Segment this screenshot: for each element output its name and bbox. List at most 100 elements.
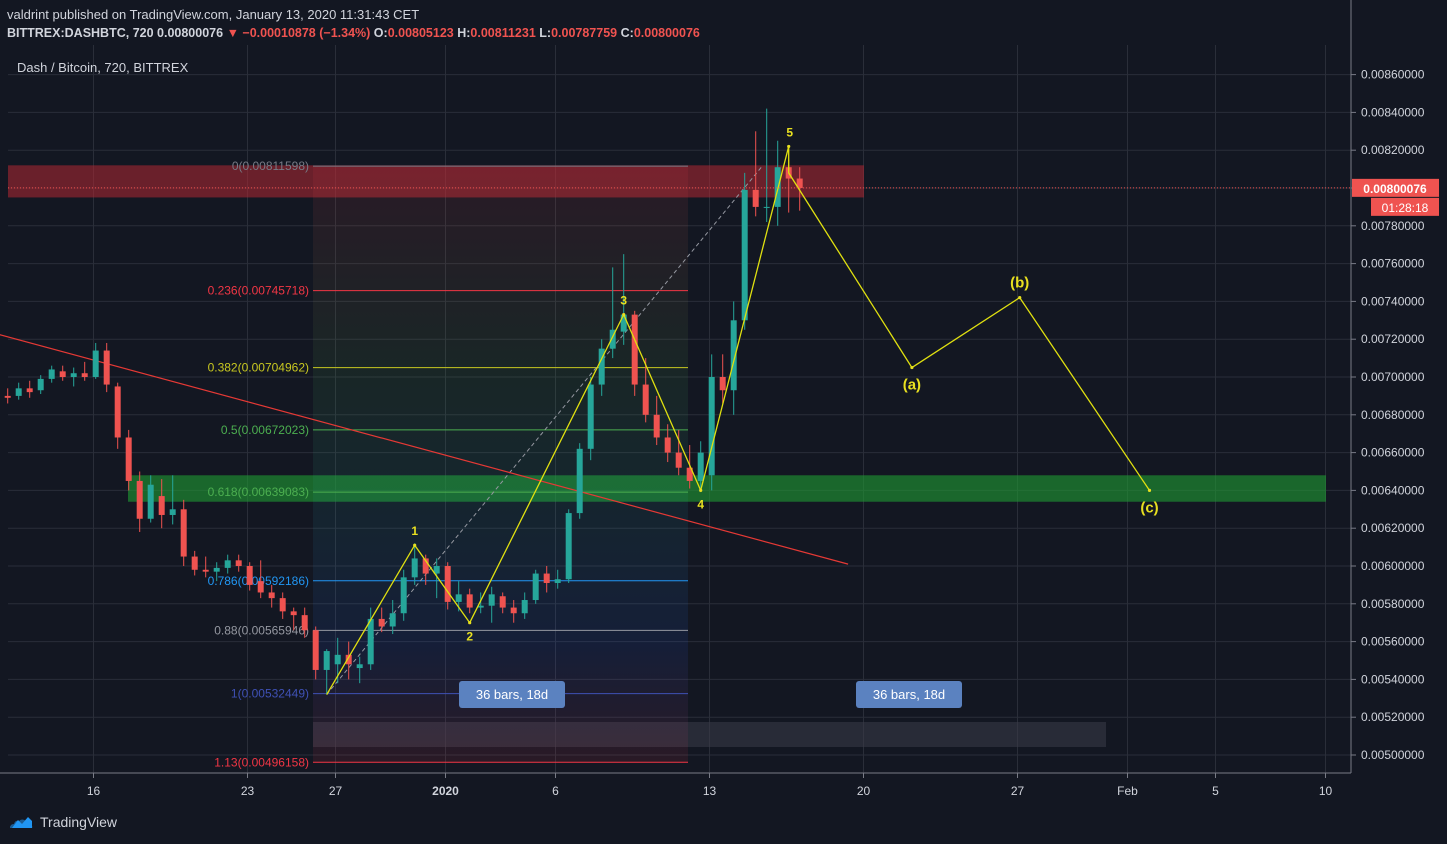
y-tick-label: 0.00680000 <box>1361 408 1425 422</box>
symbol-label[interactable]: BITTREX:DASHBTC, 720 <box>7 26 154 40</box>
y-tick-label: 0.00820000 <box>1361 143 1425 157</box>
wave-label: (b) <box>1010 275 1029 292</box>
candle-body <box>59 371 66 377</box>
y-tick-label: 0.00520000 <box>1361 710 1425 724</box>
candle-body <box>26 388 33 393</box>
candle-body <box>312 630 319 670</box>
fib-level-label: 0.382(0.00704962) <box>208 361 309 375</box>
candle-body <box>499 596 506 608</box>
candle-body <box>378 618 385 627</box>
y-tick-label: 0.00580000 <box>1361 597 1425 611</box>
candle-body <box>48 369 55 379</box>
candle-body <box>103 350 110 385</box>
candle-body <box>697 452 704 481</box>
last-price-badge <box>1352 178 1439 197</box>
candle-body <box>796 178 803 188</box>
candle-body <box>510 607 517 614</box>
x-tick-label: 16 <box>87 784 101 798</box>
x-tick-label: 27 <box>1011 784 1025 798</box>
fib-trend-line <box>326 165 763 695</box>
candle-body <box>554 579 561 584</box>
countdown-badge <box>1371 197 1439 216</box>
axes: 0.00500000 0.00520000 0.00540000 0.00560000… <box>0 0 1439 798</box>
chart-title: Dash / Bitcoin, 720, BITTREX <box>17 60 189 75</box>
close-label: C: <box>620 26 634 40</box>
candle-body <box>444 566 451 602</box>
tradingview-logo[interactable]: TradingView <box>8 814 117 830</box>
wave-point <box>468 621 472 625</box>
candle-body <box>81 373 88 377</box>
wave-label: (c) <box>1140 499 1158 516</box>
open-label: O: <box>373 26 388 40</box>
wave-label: 2 <box>466 630 473 644</box>
wave-point <box>413 543 417 547</box>
y-tick-label: 0.00760000 <box>1361 257 1425 271</box>
candle-body <box>455 594 462 602</box>
candle-body <box>686 467 693 481</box>
candle-body <box>37 378 44 391</box>
candle-body <box>213 567 220 572</box>
fib-level-label: 0.618(0.00639083) <box>208 485 309 499</box>
wave-point <box>699 488 703 492</box>
y-tick-label: 0.00660000 <box>1361 446 1425 460</box>
candle-body <box>268 592 275 599</box>
candle-body <box>466 594 473 608</box>
cloud-icon <box>10 817 33 828</box>
candle-body <box>114 386 121 438</box>
open-value: 0.00805123 <box>387 26 454 40</box>
candle-body <box>158 496 165 515</box>
y-tick-label: 0.00640000 <box>1361 483 1425 497</box>
candle-body <box>477 605 484 608</box>
trendline <box>0 334 849 565</box>
change-value: −0.00010878 (−1.34%) <box>242 26 371 40</box>
candle-body <box>763 206 770 208</box>
wave-point <box>910 365 914 370</box>
candle-body <box>257 581 264 593</box>
candle-body <box>565 513 572 580</box>
x-tick-label: 2020 <box>432 784 459 798</box>
candle-body <box>356 664 363 669</box>
candle-body <box>741 189 748 321</box>
elliott-wave[interactable]: 1 2 3 4 5 (a) (b) (c) <box>326 125 1159 695</box>
x-tick-label: Feb <box>1117 784 1138 798</box>
candle-body <box>323 651 330 670</box>
wave-label: 5 <box>786 125 793 139</box>
wave-label: 1 <box>411 524 418 538</box>
fib-level-label: 0.786(0.00592186) <box>208 574 309 588</box>
fib-level-label: 1.13(0.00496158) <box>214 755 309 769</box>
candle-body <box>235 560 242 566</box>
candle-body <box>576 448 583 514</box>
high-value: 0.00811231 <box>470 26 536 40</box>
fibonacci-retracement[interactable]: 0(0.00811598) 0.236(0.00745718) 0.382(0.00… <box>208 159 962 769</box>
candle-body <box>224 560 231 568</box>
candle-body <box>400 577 407 614</box>
candle-body <box>4 395 11 398</box>
last-price: 0.00800076 <box>157 26 224 40</box>
y-tick-label: 0.00860000 <box>1361 68 1425 82</box>
candle-body <box>752 189 759 207</box>
trendline-group[interactable] <box>0 318 849 565</box>
candle-body <box>642 384 649 415</box>
brand-name: TradingView <box>40 814 118 830</box>
candle-body <box>301 615 308 631</box>
fib-level-label: 1(0.00532449) <box>231 687 309 701</box>
fib-level-label: 0.5(0.00672023) <box>221 423 309 437</box>
last-price-label: 0.00800076 <box>1363 182 1427 196</box>
range-label-box <box>459 681 565 708</box>
candle-body <box>202 569 209 572</box>
candle-body <box>598 348 605 385</box>
candle-body <box>136 480 143 519</box>
wave-point <box>1147 488 1152 492</box>
candle-body <box>180 509 187 557</box>
x-tick-label: 10 <box>1319 784 1333 798</box>
wave-label: 4 <box>697 497 704 511</box>
candle-body <box>719 377 726 391</box>
fib-level-label: 0.88(0.00565946) <box>214 623 309 637</box>
ohlc-line: BITTREX:DASHBTC, 720 0.00800076 ▼ −0.000… <box>7 26 700 40</box>
candle-body <box>389 613 396 627</box>
candle-body <box>488 594 495 606</box>
y-tick-label: 0.00620000 <box>1361 521 1425 535</box>
candle-body <box>433 566 440 574</box>
candle-body <box>147 484 154 519</box>
